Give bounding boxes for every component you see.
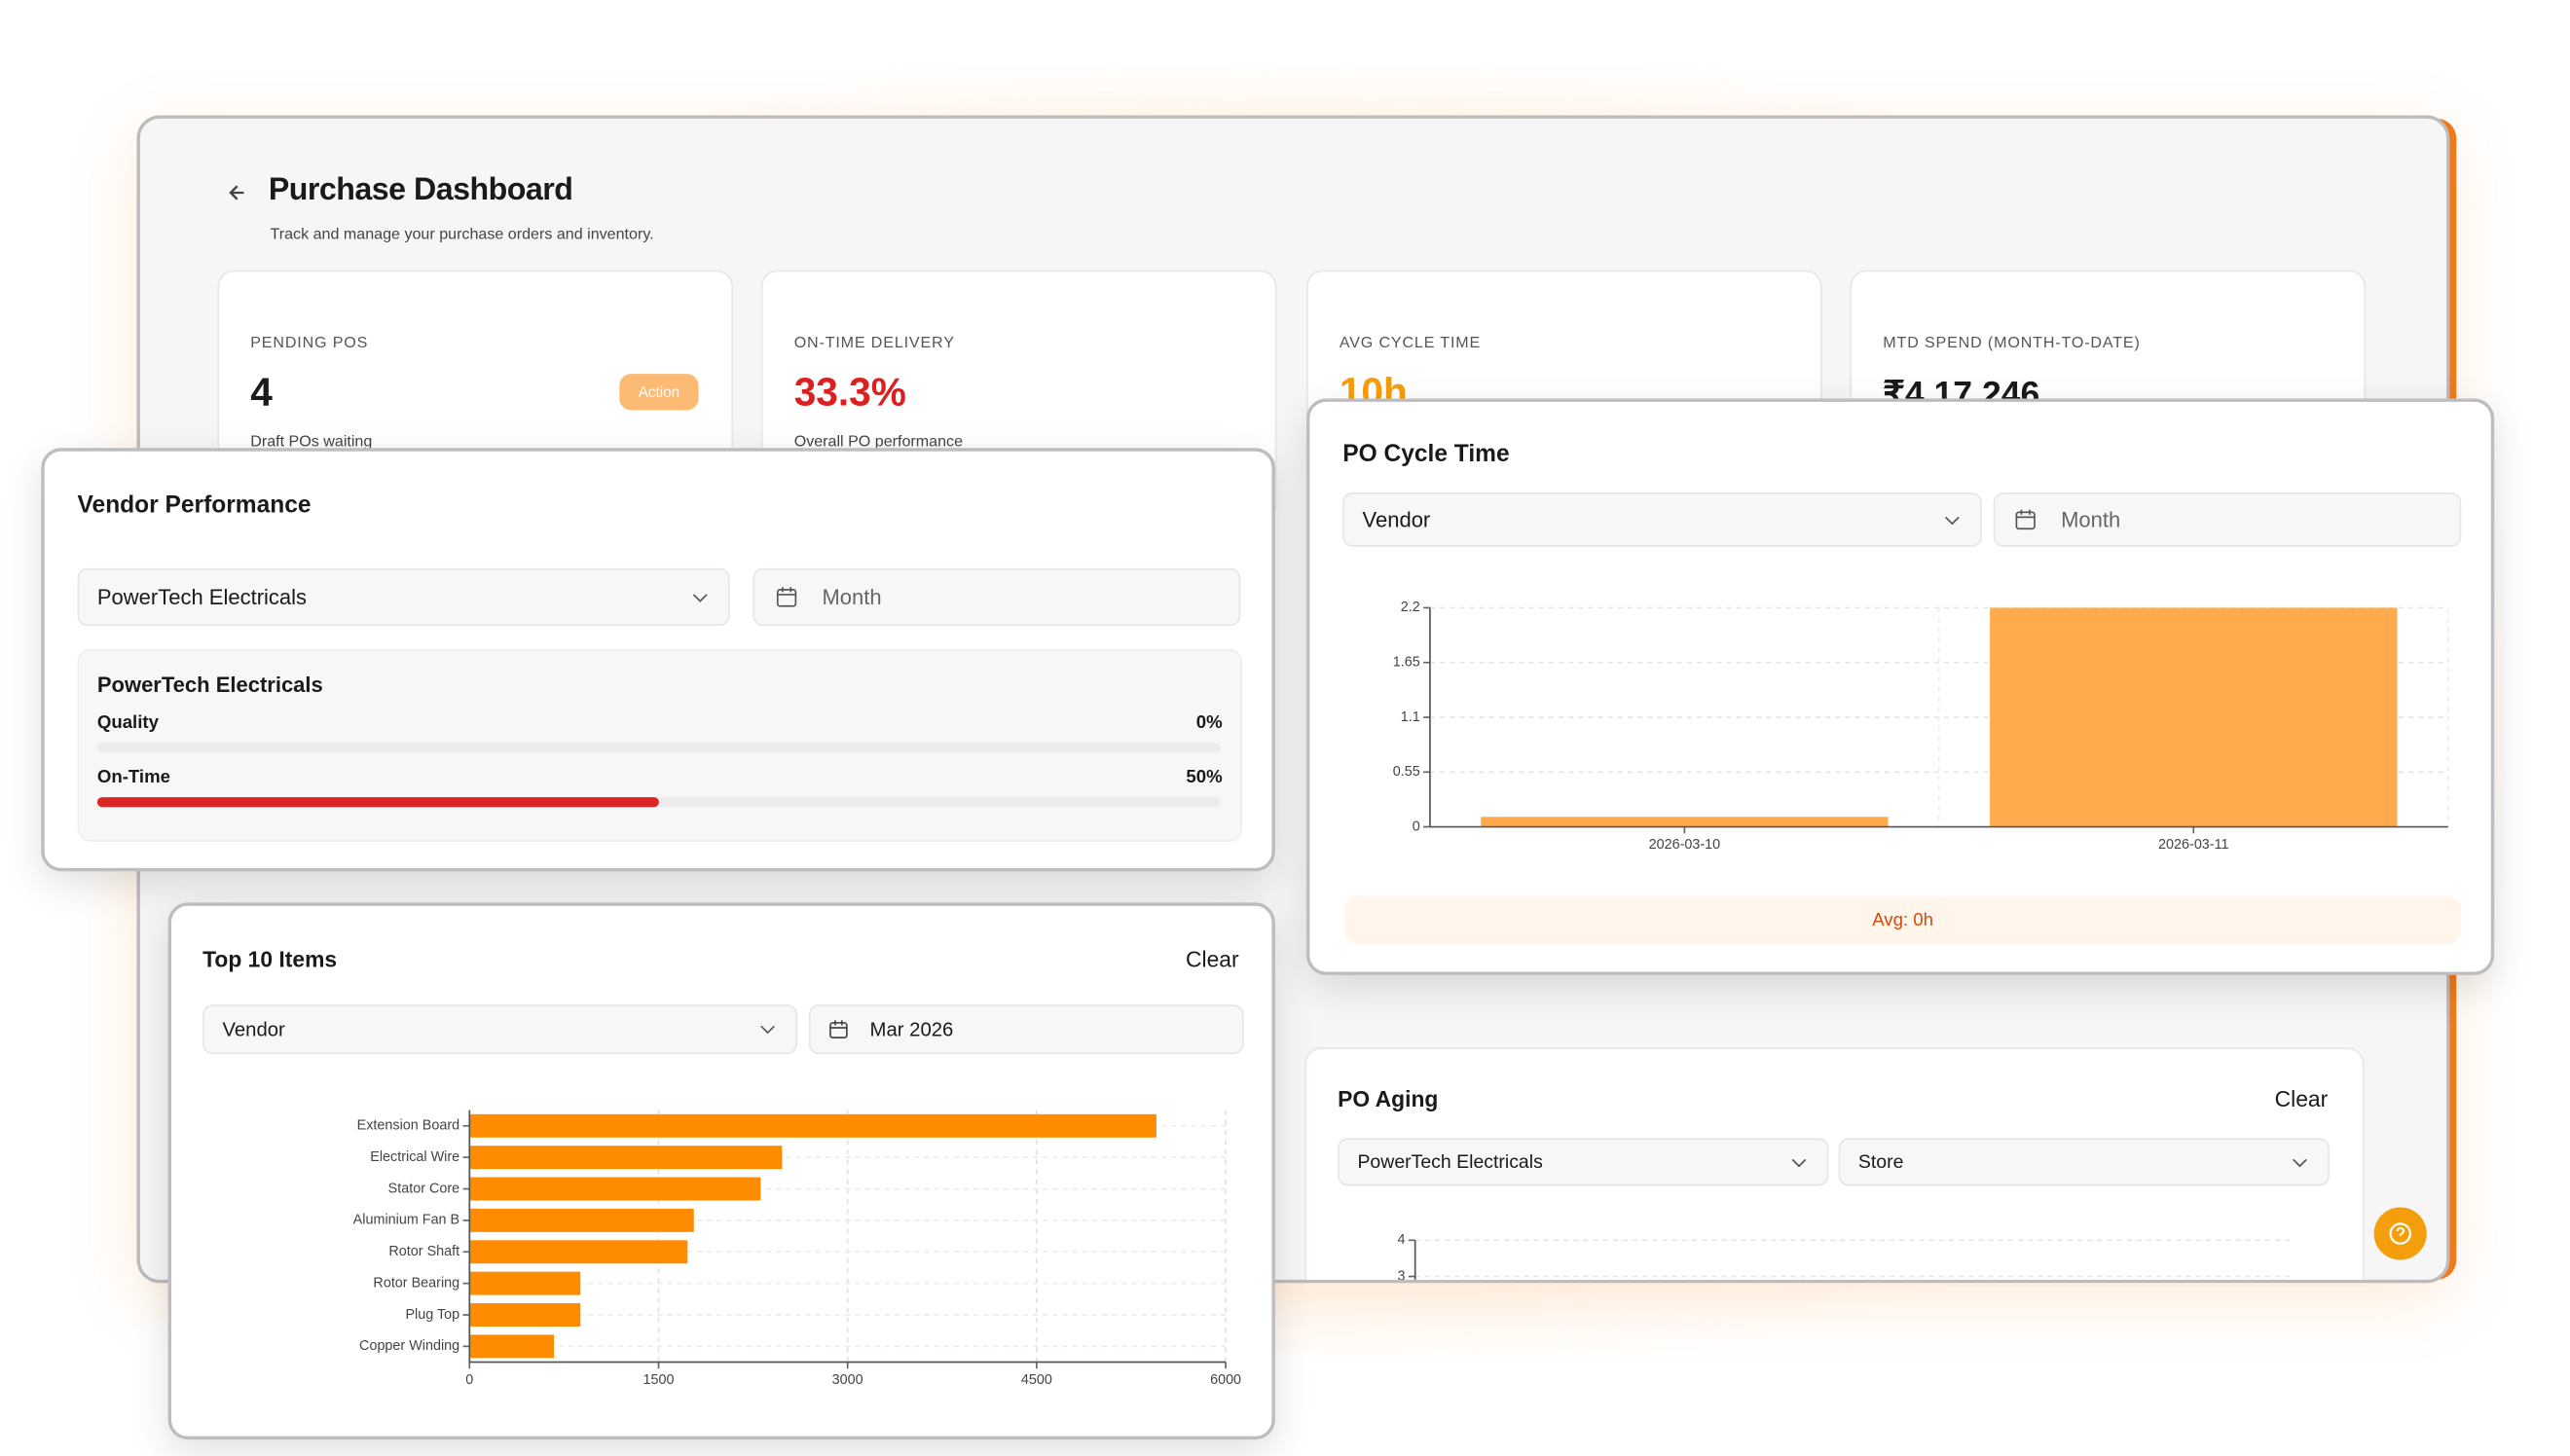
kpi-value: 4 [250,370,273,416]
chevron [1791,1157,1807,1167]
card-title: Vendor Performance [77,491,312,520]
x-tick-label: 2026-03-11 [2158,837,2228,853]
metric-label: Quality [96,712,159,734]
select-placeholder: Month [822,584,882,610]
clear-button[interactable]: Clear [1186,947,1239,972]
x-tick-label: 0 [465,1372,473,1388]
vendor-select[interactable]: Vendor [202,1004,798,1055]
clear-button[interactable]: Clear [2274,1086,2329,1112]
page-title: Purchase Dashboard [268,172,573,208]
y-tick-label: Aluminium Fan B [353,1213,459,1228]
x-tick-label: 4500 [1021,1372,1052,1388]
y-tick-label: 1.65 [1393,655,1420,671]
po-cycle-time-card: PO Cycle Time Vendor Month 0 0.55 1.1 1.65 2… [1305,398,2495,975]
card-title: PO Cycle Time [1342,441,1510,468]
chevron [760,1025,775,1035]
kpi-label: AVG CYCLE TIME [1339,334,1482,353]
kpi-note: Draft POs waiting [250,433,373,452]
card-title: Top 10 Items [202,947,338,972]
kpi-value: 33.3% [793,370,906,416]
top-items-card: Top 10 Items Clear Vendor Mar 2026 0 1500… [167,902,1275,1440]
y-tick-label: Stator Core [388,1181,460,1196]
y-tick-label: Extension Board [357,1118,459,1134]
bar [469,1303,581,1327]
y-tick-label: Plug Top [405,1307,459,1323]
y-tick-label: Electrical Wire [370,1149,459,1165]
bar [469,1146,783,1170]
y-tick-label: 3 [1398,1268,1406,1283]
chevron [1945,515,1960,525]
select-value: Vendor [222,1017,285,1041]
bar [469,1271,581,1295]
kpi-label: MTD SPEND (MONTH-TO-DATE) [1883,334,2141,353]
action-badge[interactable]: Action [619,374,699,411]
kpi-label: PENDING POS [250,334,369,353]
vendor-select[interactable]: Vendor [1342,491,1982,547]
progress-bar [96,797,659,808]
vendor-select[interactable]: PowerTech Electricals [1338,1138,1829,1186]
y-tick-label: 4 [1398,1232,1406,1248]
vendor-performance-card: Vendor Performance PowerTech Electricals… [41,448,1275,872]
vendor-select[interactable]: PowerTech Electricals [77,567,730,627]
calendar-icon [2015,509,2036,530]
card-title: PO Aging [1338,1086,1439,1112]
bar [469,1240,688,1264]
metric-label: On-Time [96,767,171,787]
vendor-name: PowerTech Electricals [96,672,323,697]
progress-track [96,797,1221,808]
select-placeholder: Month [2061,507,2121,532]
y-tick-label: 0 [1413,819,1420,834]
bar [469,1177,761,1201]
chart: 0 0.55 1.1 1.65 2.2 2026-03-10 2026-03-11 [1393,600,2449,853]
x-tick-label: 6000 [1210,1372,1241,1388]
average-banner: Avg: 0h [1343,895,2462,944]
kpi-label: ON-TIME DELIVERY [793,334,955,353]
page-subtitle: Track and manage your purchase orders an… [270,225,654,244]
metric-value: 0% [1195,712,1223,734]
bar [1990,607,2398,827]
select-value: Mar 2026 [869,1017,954,1041]
help-icon [2389,1222,2411,1245]
progress-track [96,743,1221,753]
metric-value: 50% [1186,767,1223,787]
store-select[interactable]: Store [1838,1138,2330,1186]
back-button[interactable] [226,181,249,204]
select-value: Vendor [1362,507,1431,532]
chevron [2293,1157,2307,1167]
bar [469,1113,1156,1138]
chart: 0 1500 3000 4500 6000 Extension Board Electric… [353,1110,1241,1388]
month-picker[interactable]: Month [753,567,1241,627]
y-tick-label: Rotor Bearing [373,1275,459,1291]
y-tick-label: Rotor Shaft [388,1244,459,1259]
calendar-icon [776,587,797,607]
month-picker[interactable]: Month [1993,491,2462,547]
select-value: Store [1857,1151,1904,1173]
help-button[interactable] [2373,1207,2427,1260]
select-value: PowerTech Electricals [96,584,308,610]
bar [469,1334,555,1359]
select-value: PowerTech Electricals [1357,1151,1543,1173]
po-aging-card: PO Aging Clear PowerTech Electricals Sto… [1304,1047,2365,1283]
y-tick-label: 0.55 [1393,764,1420,780]
x-tick-label: 3000 [832,1372,863,1388]
y-tick-label: 2.2 [1401,600,1420,615]
kpi-note: Overall PO performance [793,433,964,452]
calendar-icon [829,1020,848,1038]
bar [469,1208,694,1232]
y-tick-label: 1.1 [1401,710,1420,725]
bar [1481,817,1889,827]
vendor-panel: PowerTech Electricals Quality 0% On-Time… [77,648,1242,842]
month-picker[interactable]: Mar 2026 [808,1004,1244,1055]
y-tick-label: Copper Winding [359,1338,459,1354]
chevron [692,593,708,602]
x-tick-label: 1500 [643,1372,675,1388]
x-tick-label: 2026-03-10 [1649,837,1721,853]
